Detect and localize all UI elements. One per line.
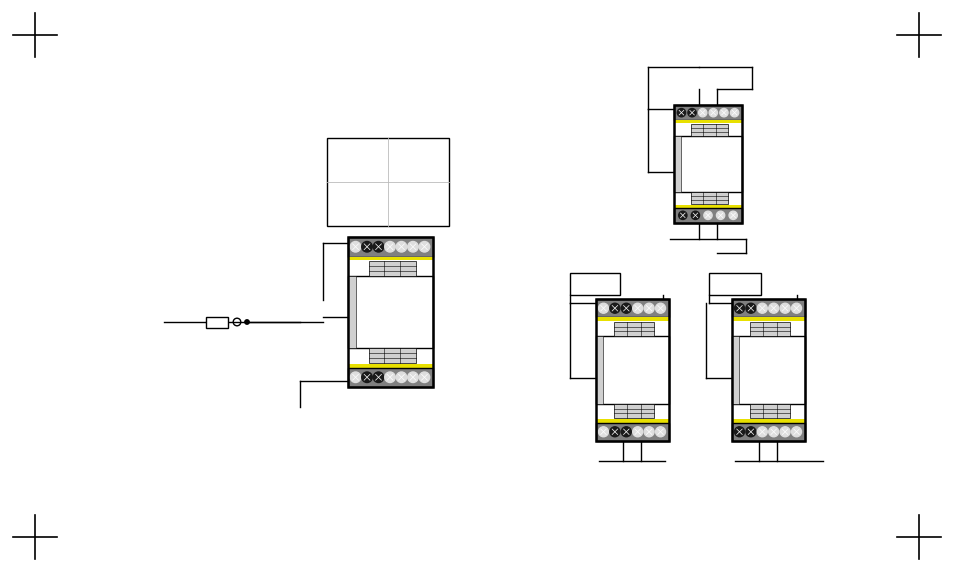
Bar [595,423,668,441]
Circle shape [361,241,372,252]
Circle shape [720,109,727,117]
Circle shape [734,427,743,437]
Circle shape [598,303,608,313]
Bar [595,336,602,404]
Circle shape [245,320,249,324]
Circle shape [708,109,717,117]
Circle shape [730,109,738,117]
Bar [731,299,803,317]
Circle shape [780,303,789,313]
Bar [347,276,432,348]
Bar [595,336,668,404]
Circle shape [598,427,608,437]
Bar [673,136,741,192]
Circle shape [643,427,654,437]
Circle shape [395,241,406,252]
Bar [673,105,741,223]
Bar [613,322,653,336]
Bar [569,273,618,295]
Bar [595,317,668,321]
Circle shape [620,303,631,313]
Bar [347,237,432,256]
Circle shape [691,211,699,220]
Circle shape [745,427,755,437]
Bar [731,423,803,441]
Circle shape [609,303,619,313]
Bar [206,316,228,328]
Circle shape [678,211,686,220]
Circle shape [791,303,801,313]
Bar [369,261,416,276]
Circle shape [655,427,665,437]
Circle shape [703,211,711,220]
Circle shape [384,372,395,383]
Circle shape [677,109,685,117]
Bar [731,299,803,441]
Bar [673,120,741,124]
Circle shape [632,427,642,437]
Circle shape [655,303,665,313]
Bar [673,105,741,120]
Circle shape [734,303,743,313]
Circle shape [791,427,801,437]
Bar [347,276,355,348]
Circle shape [418,372,429,383]
Bar [613,404,653,418]
Circle shape [687,109,696,117]
Circle shape [384,241,395,252]
Circle shape [632,303,642,313]
Circle shape [716,211,724,220]
Circle shape [350,241,360,252]
Bar [595,299,668,441]
Bar [347,364,432,367]
Bar [347,237,432,387]
Bar [749,404,789,418]
Bar [731,317,803,321]
Circle shape [373,241,383,252]
Bar [595,299,668,317]
Circle shape [728,211,737,220]
Circle shape [757,303,766,313]
Circle shape [745,303,755,313]
Bar [673,208,741,223]
Bar [690,124,728,136]
Bar [749,322,789,336]
Bar [708,273,760,295]
Circle shape [373,372,383,383]
Bar [595,419,668,423]
Circle shape [350,372,360,383]
Circle shape [361,372,372,383]
Bar [347,367,432,387]
Bar [731,336,738,404]
Bar [731,336,803,404]
Circle shape [768,303,778,313]
Circle shape [609,427,619,437]
Bar [731,419,803,423]
Circle shape [757,427,766,437]
Bar [673,136,680,192]
Bar [347,256,432,260]
Circle shape [418,241,429,252]
Circle shape [407,241,417,252]
Circle shape [768,427,778,437]
Circle shape [395,372,406,383]
Circle shape [698,109,706,117]
Circle shape [780,427,789,437]
Bar [690,192,728,204]
Circle shape [407,372,417,383]
Circle shape [643,303,654,313]
Bar [327,138,449,226]
Bar [673,205,741,208]
Circle shape [620,427,631,437]
Bar [369,348,416,363]
